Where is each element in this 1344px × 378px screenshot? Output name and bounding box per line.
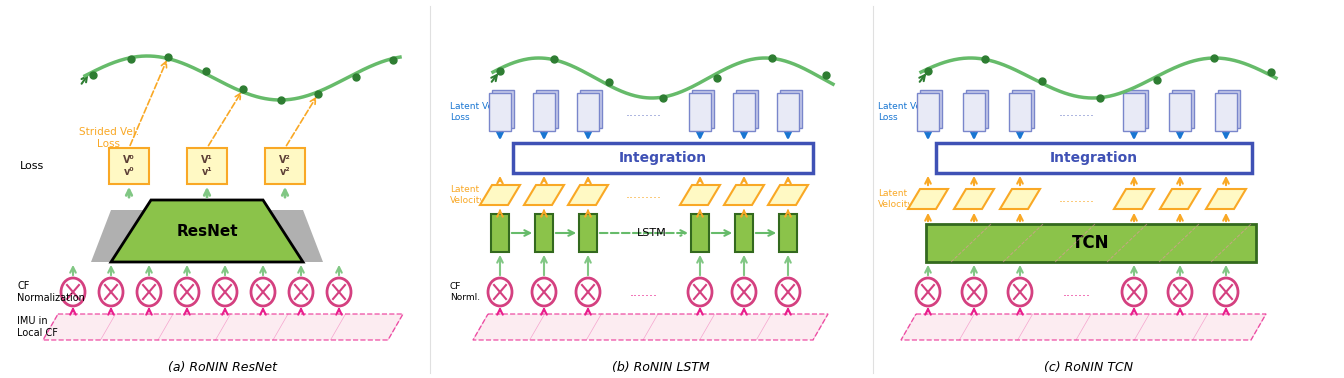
Polygon shape [235,210,323,262]
Bar [917,93,939,131]
Text: CF
Normalization: CF Normalization [17,281,85,303]
Polygon shape [954,189,995,209]
Bar [513,143,813,173]
Polygon shape [473,314,828,340]
Text: LSTM: LSTM [637,228,667,238]
Polygon shape [724,185,763,205]
Text: V⁰
v⁰: V⁰ v⁰ [124,155,134,177]
Bar [966,90,988,128]
Bar [737,90,758,128]
Bar [691,214,710,252]
Text: IMU in
Local CF: IMU in Local CF [17,316,58,338]
Text: .........: ......... [626,189,663,201]
Text: Latent
Velocity: Latent Velocity [878,189,914,209]
Text: Integration: Integration [1050,151,1138,165]
Bar [534,93,555,131]
Text: Integration: Integration [620,151,707,165]
Bar [489,93,511,131]
Bar [735,214,753,252]
Bar [1124,93,1145,131]
Bar [964,93,985,131]
Bar [780,214,797,252]
Text: ResNet: ResNet [176,223,238,239]
Polygon shape [91,210,179,262]
Polygon shape [524,185,564,205]
Bar [1218,90,1241,128]
Bar [187,148,227,184]
Text: V²
v²: V² v² [280,155,290,177]
Text: .........: ......... [1059,105,1095,118]
Polygon shape [569,185,607,205]
Bar [777,93,798,131]
Bar [579,214,597,252]
Text: V¹
v¹: V¹ v¹ [202,155,212,177]
Bar [1126,90,1148,128]
Bar [732,93,755,131]
Polygon shape [1160,189,1200,209]
Bar [492,90,513,128]
Polygon shape [680,185,720,205]
Polygon shape [900,314,1266,340]
Bar [921,90,942,128]
Text: Latent
Velocity: Latent Velocity [450,185,485,205]
Bar [536,90,558,128]
Text: (a) RoNIN ResNet: (a) RoNIN ResNet [168,361,277,375]
Polygon shape [767,185,808,205]
Text: CF
Norml.: CF Norml. [450,282,480,302]
Text: Latent Vel.
Loss: Latent Vel. Loss [878,102,926,122]
Text: TCN: TCN [1073,234,1110,252]
Bar [577,93,599,131]
Bar [1172,90,1193,128]
Polygon shape [1000,189,1040,209]
Bar [581,90,602,128]
Text: (c) RoNIN TCN: (c) RoNIN TCN [1044,361,1133,375]
Polygon shape [43,314,403,340]
Text: .........: ......... [1059,192,1095,206]
Text: .........: ......... [626,105,663,118]
Polygon shape [480,185,520,205]
Bar [535,214,552,252]
Text: Latent Vel.
Loss: Latent Vel. Loss [450,102,499,122]
Polygon shape [909,189,948,209]
Bar [1009,93,1031,131]
Bar [689,93,711,131]
Polygon shape [1114,189,1154,209]
Bar [692,90,714,128]
Text: .......: ....... [1063,285,1091,299]
Text: Loss: Loss [20,161,44,171]
Bar [265,148,305,184]
Bar [1012,90,1034,128]
Polygon shape [112,200,302,262]
Polygon shape [1206,189,1246,209]
Bar [780,90,802,128]
Bar [1215,93,1236,131]
Text: (b) RoNIN LSTM: (b) RoNIN LSTM [612,361,710,375]
Text: .......: ....... [630,285,659,299]
Bar [1169,93,1191,131]
Bar [926,224,1257,262]
Bar [491,214,509,252]
Bar [109,148,149,184]
Bar [935,143,1253,173]
Text: Strided Vel.
Loss: Strided Vel. Loss [79,127,138,149]
